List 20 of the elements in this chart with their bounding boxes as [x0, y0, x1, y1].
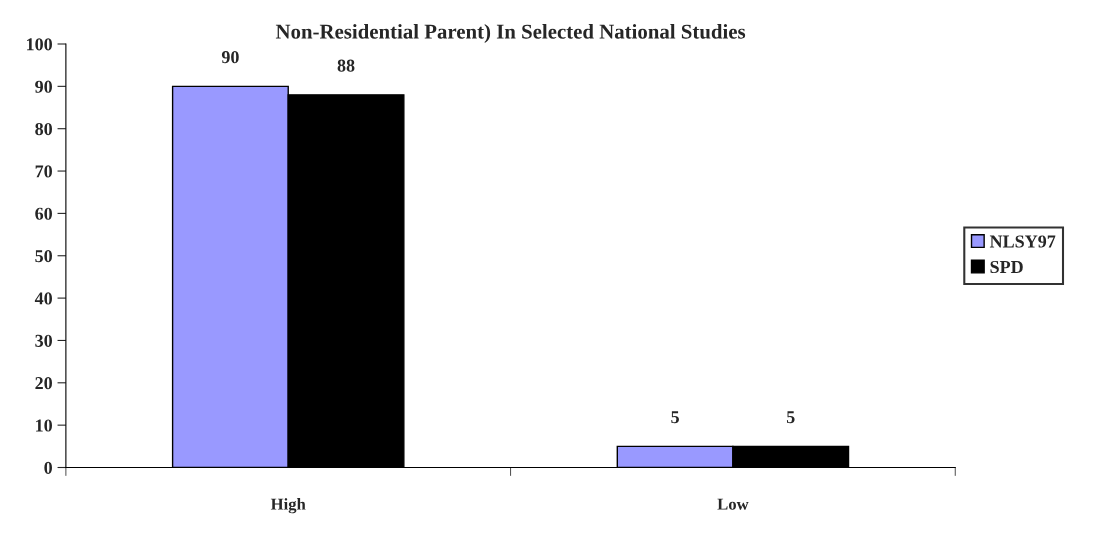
chart-title: Non-Residential Parent) In Selected National Studies [275, 23, 746, 43]
legend-label: NLSY97 [989, 235, 1056, 248]
y-tick-label: 80 [35, 122, 52, 136]
y-tick-label: 10 [36, 419, 52, 432]
x-tick-label: High [270, 498, 306, 514]
y-tick-label: 100 [27, 38, 52, 51]
data-label: 5 [786, 411, 795, 424]
data-label: 90 [221, 51, 239, 64]
y-tick-label: 20 [35, 377, 52, 390]
data-label: 5 [671, 411, 679, 424]
y-tick-label: 0 [44, 461, 52, 474]
y-tick-label: 40 [34, 292, 52, 305]
y-tick-label: 60 [35, 207, 52, 220]
data-label: 88 [337, 59, 355, 72]
x-tick-label: Low [717, 498, 749, 510]
y-tick-label: 50 [35, 250, 52, 263]
y-tick-label: 30 [35, 334, 52, 347]
y-tick-label: 70 [35, 165, 52, 178]
y-tick-label: 90 [35, 80, 52, 93]
legend-label: SPD [990, 260, 1023, 274]
